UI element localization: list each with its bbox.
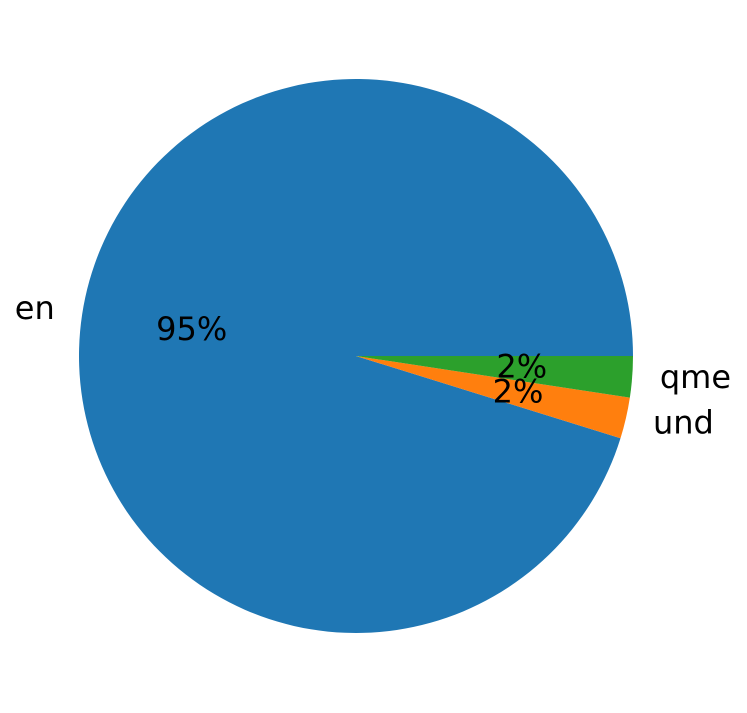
slice-label: und [653,403,714,441]
value-label: 95% [156,310,227,348]
pie-slice [78,79,633,634]
pie-slice [356,356,630,439]
slice-label: qme [660,358,731,396]
value-label: 2% [496,348,547,386]
pie-slice [356,356,633,398]
slice-label: en [15,289,55,327]
value-label: 2% [493,372,544,410]
